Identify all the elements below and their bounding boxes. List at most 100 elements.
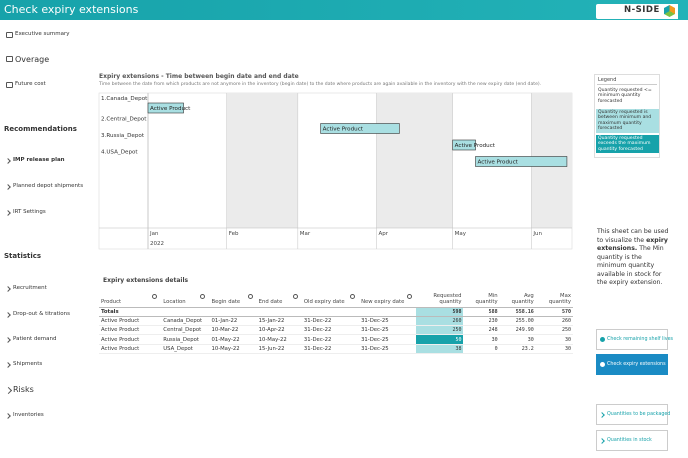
bar-label: Active Product — [150, 106, 191, 112]
cell: 10-May-22 — [256, 334, 302, 345]
table-row: Active Product USA_Depot 10-May-22 15-Jun-2… — [99, 344, 573, 355]
column-header[interactable]: Product — [99, 289, 162, 308]
cell: 10-May-22 — [209, 344, 257, 355]
cell — [359, 307, 417, 317]
header: Check expiry extensions N-SIDE — [0, 0, 688, 20]
cell: Active Product — [99, 316, 162, 327]
cell — [209, 307, 257, 317]
table-row: Active Product Canada_Depot 01-Jan-22 15-Ja… — [99, 316, 573, 327]
cell: 250 — [535, 325, 573, 336]
nav-item[interactable]: IMP release plan — [6, 157, 65, 163]
row-label: 4.USA_Depot — [101, 150, 138, 156]
table-title: Expiry extensions details — [103, 277, 189, 284]
cell: 10-Apr-22 — [256, 325, 302, 336]
nav-item[interactable]: Future cost — [6, 81, 46, 88]
nav-item[interactable]: Overage — [6, 55, 49, 64]
total-cell: 558.16 — [499, 307, 536, 317]
cell: 230 — [463, 316, 500, 327]
row-label: 1.Canada_Depot — [101, 96, 148, 102]
cell — [161, 307, 210, 317]
cell: 260 — [416, 316, 464, 327]
totals-label: Totals — [99, 307, 162, 317]
cell: Active Product — [99, 325, 162, 336]
table-row: Active Product Russia_Depot 01-May-22 10-Ma… — [99, 334, 573, 345]
column-header[interactable]: End date — [256, 289, 302, 308]
month-band — [226, 93, 298, 228]
cell: 30 — [463, 334, 500, 345]
info-part: The Min quantity is the minimum quantity… — [597, 245, 664, 286]
info-part: This sheet can be used to visualize the — [597, 228, 669, 244]
column-header: Max quantity — [535, 289, 573, 308]
cell: Canada_Depot — [161, 316, 210, 327]
total-cell: 588 — [463, 307, 500, 317]
nav-button[interactable]: Check remaining shelf lives — [596, 329, 673, 350]
nav-item[interactable]: Inventories — [6, 412, 44, 418]
cell — [301, 307, 360, 317]
cell: 249.90 — [499, 325, 536, 336]
cell: 31-Dec-25 — [359, 344, 417, 355]
cell: 31-Dec-22 — [301, 334, 360, 345]
cell: 50 — [416, 334, 464, 345]
month-label: Mar — [300, 231, 311, 237]
nav-item[interactable]: Shipments — [6, 361, 42, 367]
cell: 250 — [416, 325, 464, 336]
bar-label: Active Product — [323, 127, 364, 133]
nav-button[interactable]: Quantities in stock — [596, 430, 668, 451]
month-label: Feb — [229, 231, 239, 237]
cell: 255.00 — [499, 316, 536, 327]
legend-item: Quantity requested <= minimum quantity f… — [598, 88, 652, 104]
cell: 15-Jun-22 — [256, 344, 302, 355]
cell: 31-Dec-22 — [301, 316, 360, 327]
column-header: Requested quantity — [416, 289, 464, 308]
gantt-bar — [320, 123, 400, 134]
legend-title: Legend — [598, 77, 617, 83]
gantt-subtitle: Time between the date from which product… — [99, 82, 542, 87]
nav-item[interactable]: Drop-out & titrations — [6, 311, 70, 317]
info-bold: expiry extensions. — [597, 236, 668, 253]
cell: Active Product — [99, 344, 162, 355]
details-table: Product Location Begin date End date Old exp… — [99, 289, 573, 355]
gantt-title: Expiry extensions - Time between begin d… — [99, 73, 299, 80]
month-band — [531, 93, 572, 228]
nav-item[interactable]: Risks — [6, 385, 34, 394]
nav-item[interactable]: Recruitment — [6, 285, 47, 291]
cell: 23.2 — [499, 344, 536, 355]
logo: N-SIDE — [596, 4, 678, 19]
cell: 10-Mar-22 — [209, 325, 257, 336]
cell: 30 — [499, 334, 536, 345]
column-header[interactable]: Begin date — [209, 289, 257, 308]
month-label: Apr — [379, 231, 389, 237]
column-header: Avg quantity — [499, 289, 536, 308]
nav-heading: Recommendations — [4, 125, 77, 133]
nav-item[interactable]: IRT Settings — [6, 209, 46, 215]
column-header[interactable]: Old expiry date — [301, 289, 360, 308]
info-text: This sheet can be used to visualize the … — [597, 228, 669, 288]
nav-item[interactable]: Planned depot shipments — [6, 183, 83, 189]
table-row: Active Product Central_Depot 10-Mar-22 10-A… — [99, 325, 573, 336]
total-cell: 570 — [535, 307, 573, 317]
column-header[interactable]: New expiry date — [359, 289, 417, 308]
cell: 31-Dec-25 — [359, 316, 417, 327]
cell: 31-Dec-22 — [301, 344, 360, 355]
column-header[interactable]: Location — [161, 289, 210, 308]
month-label: Jun — [532, 231, 542, 237]
cell: 260 — [535, 316, 573, 327]
nav-button[interactable]: Check expiry extensions — [596, 354, 668, 375]
cell: 15-Jan-22 — [256, 316, 302, 327]
nav-button[interactable]: Quantities to be packaged — [596, 404, 670, 425]
nav-item[interactable]: Executive summary — [6, 31, 69, 38]
header-row: Product Location Begin date End date Old exp… — [99, 289, 573, 308]
cell: Central_Depot — [161, 325, 210, 336]
cell: 30 — [535, 344, 573, 355]
totals-row: Totals 598 588 558.16 570 — [99, 307, 573, 317]
gantt-bar — [452, 139, 476, 151]
cell: 01-May-22 — [209, 334, 257, 345]
gantt-bar — [147, 102, 184, 114]
cell: 31-Dec-22 — [301, 325, 360, 336]
nav-item[interactable]: Patient demand — [6, 336, 56, 342]
month-band — [376, 93, 453, 228]
month-label: Jan — [149, 231, 159, 237]
month-label: May — [455, 231, 467, 237]
